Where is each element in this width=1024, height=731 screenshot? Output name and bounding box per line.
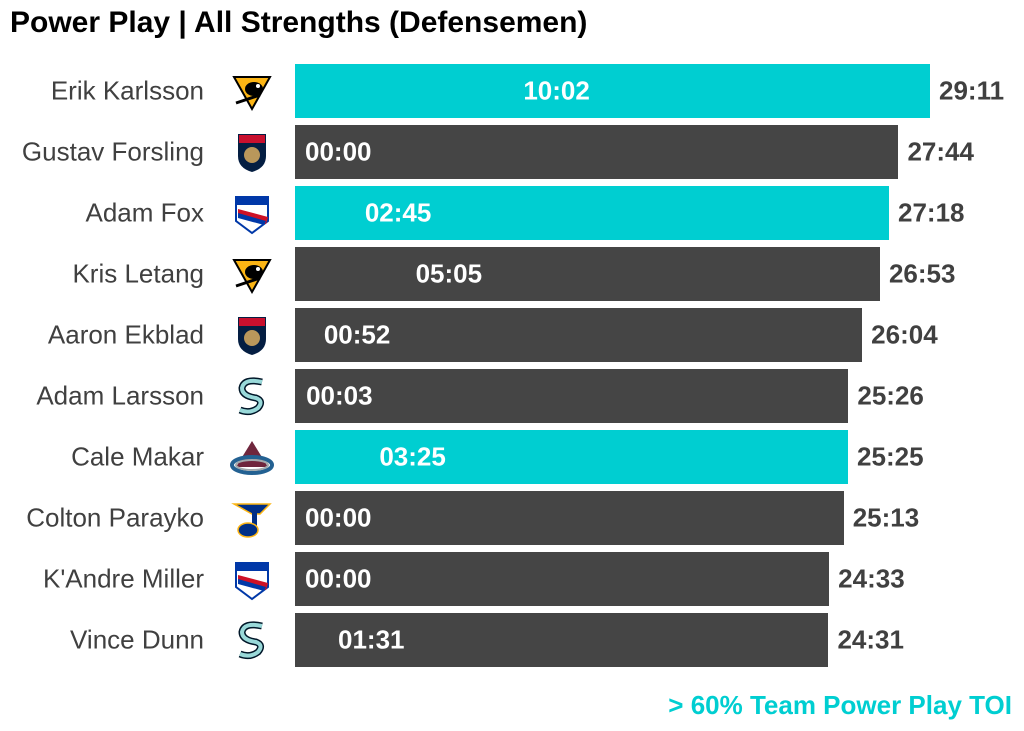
pp-toi-label: 05:05: [415, 258, 483, 289]
player-name: Adam Larsson: [36, 380, 204, 411]
total-toi-label: 29:11: [939, 75, 1005, 106]
penguins-logo-icon: [230, 252, 274, 296]
kraken-logo-icon: [230, 618, 274, 662]
pp-toi-label: 00:03: [306, 380, 373, 411]
player-name: Cale Makar: [71, 441, 204, 472]
player-name: Gustav Forsling: [21, 136, 204, 167]
player-name: K'Andre Miller: [42, 563, 204, 594]
toi-bar: [295, 186, 890, 240]
total-toi-label: 25:13: [852, 502, 920, 533]
penguins-logo-icon: [230, 69, 274, 113]
player-name: Adam Fox: [85, 197, 205, 228]
panthers-logo-icon: [230, 130, 274, 174]
chart-title: Power Play | All Strengths (Defensemen): [10, 6, 588, 39]
total-toi-label: 26:53: [888, 258, 956, 289]
pp-toi-label: 03:25: [379, 441, 446, 472]
toi-bar: [295, 369, 849, 423]
total-toi-label: 24:31: [837, 624, 904, 655]
toi-bar: [295, 247, 880, 301]
legend-note: > 60% Team Power Play TOI: [668, 690, 1012, 720]
pp-toi-label: 00:00: [305, 563, 372, 594]
pp-toi-label: 00:52: [323, 319, 391, 350]
toi-bar: [295, 491, 844, 545]
toi-bar: [295, 125, 899, 179]
player-name: Colton Parayko: [26, 502, 204, 533]
toi-bar: [295, 64, 930, 118]
rangers-logo-icon: [230, 191, 274, 235]
player-name: Erik Karlsson: [50, 75, 204, 106]
toi-bar: [295, 430, 849, 484]
total-toi-label: 27:44: [907, 136, 974, 167]
pp-toi-label: 02:45: [364, 197, 432, 228]
total-toi-label: 25:25: [857, 441, 924, 472]
toi-bar: [295, 613, 829, 667]
toi-bar: [295, 308, 863, 362]
total-toi-label: 24:33: [838, 563, 905, 594]
total-toi-label: 26:04: [871, 319, 938, 350]
toi-bar: [295, 552, 830, 606]
rangers-logo-icon: [230, 557, 274, 601]
panthers-logo-icon: [230, 313, 274, 357]
total-toi-label: 27:18: [898, 197, 965, 228]
pp-toi-label: 00:00: [305, 136, 372, 167]
pp-toi-label: 10:02: [523, 75, 590, 106]
kraken-logo-icon: [230, 374, 274, 418]
blues-logo-icon: [230, 496, 274, 540]
total-toi-label: 25:26: [857, 380, 924, 411]
player-name: Aaron Ekblad: [47, 319, 204, 350]
avalanche-logo-icon: [230, 435, 274, 479]
player-name: Kris Letang: [72, 258, 204, 289]
player-name: Vince Dunn: [70, 624, 204, 655]
pp-toi-label: 01:31: [338, 624, 405, 655]
pp-toi-label: 00:00: [305, 502, 372, 533]
